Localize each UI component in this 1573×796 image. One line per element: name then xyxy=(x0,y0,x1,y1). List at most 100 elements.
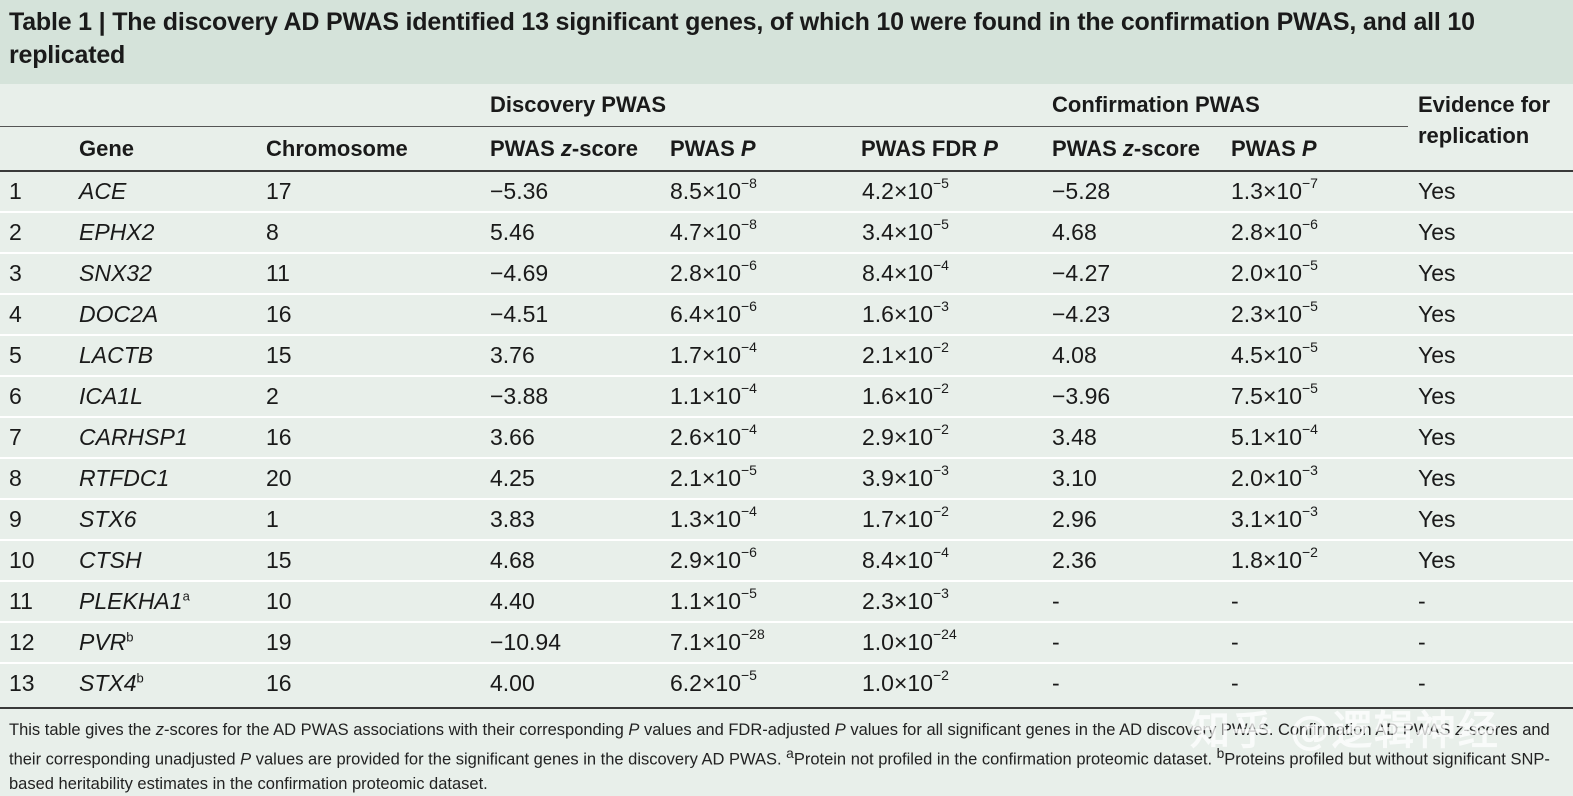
table-row: 3 SNX32 11 −4.69 2.8×10−6 8.4×10−4 −4.27 2.0×10… xyxy=(0,254,1573,295)
conf-zscore: −4.27 xyxy=(1052,260,1111,286)
table-row: 1 ACE 17 −5.36 8.5×10−8 4.2×10−5 −5.28 1.3×10−7… xyxy=(0,172,1573,213)
disc-fdr-p-value: 4.2×10−5 xyxy=(862,175,949,204)
footnote-mark-b: b xyxy=(1216,746,1225,761)
replication-evidence: - xyxy=(1418,588,1426,614)
header-rule xyxy=(0,170,1573,172)
chromosome: 10 xyxy=(266,588,292,614)
disc-zscore: 4.25 xyxy=(490,465,535,491)
replication-evidence: Yes xyxy=(1418,465,1456,491)
replication-evidence: Yes xyxy=(1418,547,1456,573)
replication-evidence: Yes xyxy=(1418,424,1456,450)
conf-zscore: 3.10 xyxy=(1052,465,1097,491)
row-number: 6 xyxy=(9,383,22,409)
chromosome: 17 xyxy=(266,178,292,204)
chromosome: 16 xyxy=(266,301,292,327)
table-row: 5 LACTB 15 3.76 1.7×10−4 2.1×10−2 4.08 4.5×10−5… xyxy=(0,336,1573,377)
row-number: 5 xyxy=(9,342,22,368)
disc-fdr-p-value: 2.3×10−3 xyxy=(862,585,949,614)
disc-zscore: −5.36 xyxy=(490,178,549,204)
row-number: 7 xyxy=(9,424,22,450)
gene-name: PLEKHA1a xyxy=(79,588,190,614)
table-row: 4 DOC2A 16 −4.51 6.4×10−6 1.6×10−3 −4.23 2.3×10… xyxy=(0,295,1573,336)
conf-p-value: - xyxy=(1231,670,1239,696)
replication-evidence: Yes xyxy=(1418,383,1456,409)
gene-name: ICA1L xyxy=(79,383,143,409)
table-row: 13 STX4b 16 4.00 6.2×10−5 1.0×10−2 - - - xyxy=(0,664,1573,703)
disc-fdr-p-value: 2.1×10−2 xyxy=(862,339,949,368)
disc-p-value: 1.7×10−4 xyxy=(670,339,757,368)
footnote-b: Proteins profiled but without significan… xyxy=(9,750,1550,793)
table-row: 6 ICA1L 2 −3.88 1.1×10−4 1.6×10−2 −3.96 7.5×10−… xyxy=(0,377,1573,418)
conf-p-value: - xyxy=(1231,629,1239,655)
disc-p-value: 4.7×10−8 xyxy=(670,216,757,245)
table-caption: The discovery AD PWAS identified 13 sign… xyxy=(9,8,1475,69)
gene-name: STX4b xyxy=(79,670,144,696)
disc-fdr-p-value: 1.6×10−2 xyxy=(862,380,949,409)
gene-name: CTSH xyxy=(79,547,142,573)
row-number: 1 xyxy=(9,178,22,204)
conf-p-value: - xyxy=(1231,588,1239,614)
replication-evidence: Yes xyxy=(1418,506,1456,532)
disc-zscore: −4.69 xyxy=(490,260,549,286)
conf-p-value: 5.1×10−4 xyxy=(1231,421,1318,450)
conf-zscore: 4.68 xyxy=(1052,219,1097,245)
gene-name: SNX32 xyxy=(79,260,152,286)
disc-p-value: 1.3×10−4 xyxy=(670,503,757,532)
header-evidence-line2: replication xyxy=(1418,123,1530,148)
disc-zscore: 4.40 xyxy=(490,588,535,614)
disc-fdr-p-value: 1.7×10−2 xyxy=(862,503,949,532)
disc-fdr-p-value: 2.9×10−2 xyxy=(862,421,949,450)
table-row: 10 CTSH 15 4.68 2.9×10−6 8.4×10−4 2.36 1.8×10−2… xyxy=(0,541,1573,582)
disc-p-value: 2.9×10−6 xyxy=(670,544,757,573)
gene-name: PVRb xyxy=(79,629,134,655)
disc-p-value: 2.6×10−4 xyxy=(670,421,757,450)
row-number: 2 xyxy=(9,219,22,245)
table-footnote: This table gives the z-scores for the AD… xyxy=(0,707,1573,793)
chromosome: 1 xyxy=(266,506,279,532)
conf-p-value: 4.5×10−5 xyxy=(1231,339,1318,368)
row-number: 11 xyxy=(9,588,33,614)
disc-fdr-p-value: 1.0×10−2 xyxy=(862,667,949,696)
group-header-discovery: Discovery PWAS xyxy=(490,92,667,117)
disc-fdr-p-value: 8.4×10−4 xyxy=(862,257,949,286)
disc-p-value: 6.4×10−6 xyxy=(670,298,757,327)
conf-zscore: - xyxy=(1052,629,1060,655)
conf-p-value: 3.1×10−3 xyxy=(1231,503,1318,532)
conf-zscore: - xyxy=(1052,588,1060,614)
table-header: Discovery PWAS Confirmation PWAS Evidenc… xyxy=(0,84,1573,172)
replication-evidence: - xyxy=(1418,629,1426,655)
conf-p-value: 7.5×10−5 xyxy=(1231,380,1318,409)
header-evidence-line1: Evidence for xyxy=(1418,92,1551,117)
disc-p-value: 2.1×10−5 xyxy=(670,462,757,491)
chromosome: 15 xyxy=(266,342,292,368)
gene-name: DOC2A xyxy=(79,301,159,327)
disc-p-value: 6.2×10−5 xyxy=(670,667,757,696)
conf-p-value: 1.8×10−2 xyxy=(1231,544,1318,573)
table-label: Table 1 | xyxy=(9,8,106,36)
disc-zscore: 3.76 xyxy=(490,342,535,368)
col-header-conf-zscore: PWAS z-score xyxy=(1052,136,1200,161)
gene-name: EPHX2 xyxy=(79,219,155,245)
row-number: 3 xyxy=(9,260,22,286)
gene-name: RTFDC1 xyxy=(79,465,170,491)
footnote-mark-a: a xyxy=(786,746,794,761)
gene-name: ACE xyxy=(79,178,127,204)
chromosome: 8 xyxy=(266,219,279,245)
table-body: 1 ACE 17 −5.36 8.5×10−8 4.2×10−5 −5.28 1.3×10−7… xyxy=(0,172,1573,703)
conf-zscore: −5.28 xyxy=(1052,178,1111,204)
disc-fdr-p-value: 3.9×10−3 xyxy=(862,462,949,491)
col-header-disc-zscore: PWAS z-score xyxy=(490,136,638,161)
replication-evidence: Yes xyxy=(1418,219,1456,245)
disc-p-value: 8.5×10−8 xyxy=(670,175,757,204)
disc-zscore: 5.46 xyxy=(490,219,535,245)
replication-evidence: Yes xyxy=(1418,260,1456,286)
replication-evidence: Yes xyxy=(1418,178,1456,204)
disc-zscore: −4.51 xyxy=(490,301,549,327)
chromosome: 19 xyxy=(266,629,292,655)
conf-p-value: 2.0×10−5 xyxy=(1231,257,1318,286)
disc-p-value: 2.8×10−6 xyxy=(670,257,757,286)
replication-evidence: Yes xyxy=(1418,342,1456,368)
conf-p-value: 2.3×10−5 xyxy=(1231,298,1318,327)
col-header-disc-p: PWAS P xyxy=(670,136,756,161)
disc-zscore: −10.94 xyxy=(490,629,561,655)
